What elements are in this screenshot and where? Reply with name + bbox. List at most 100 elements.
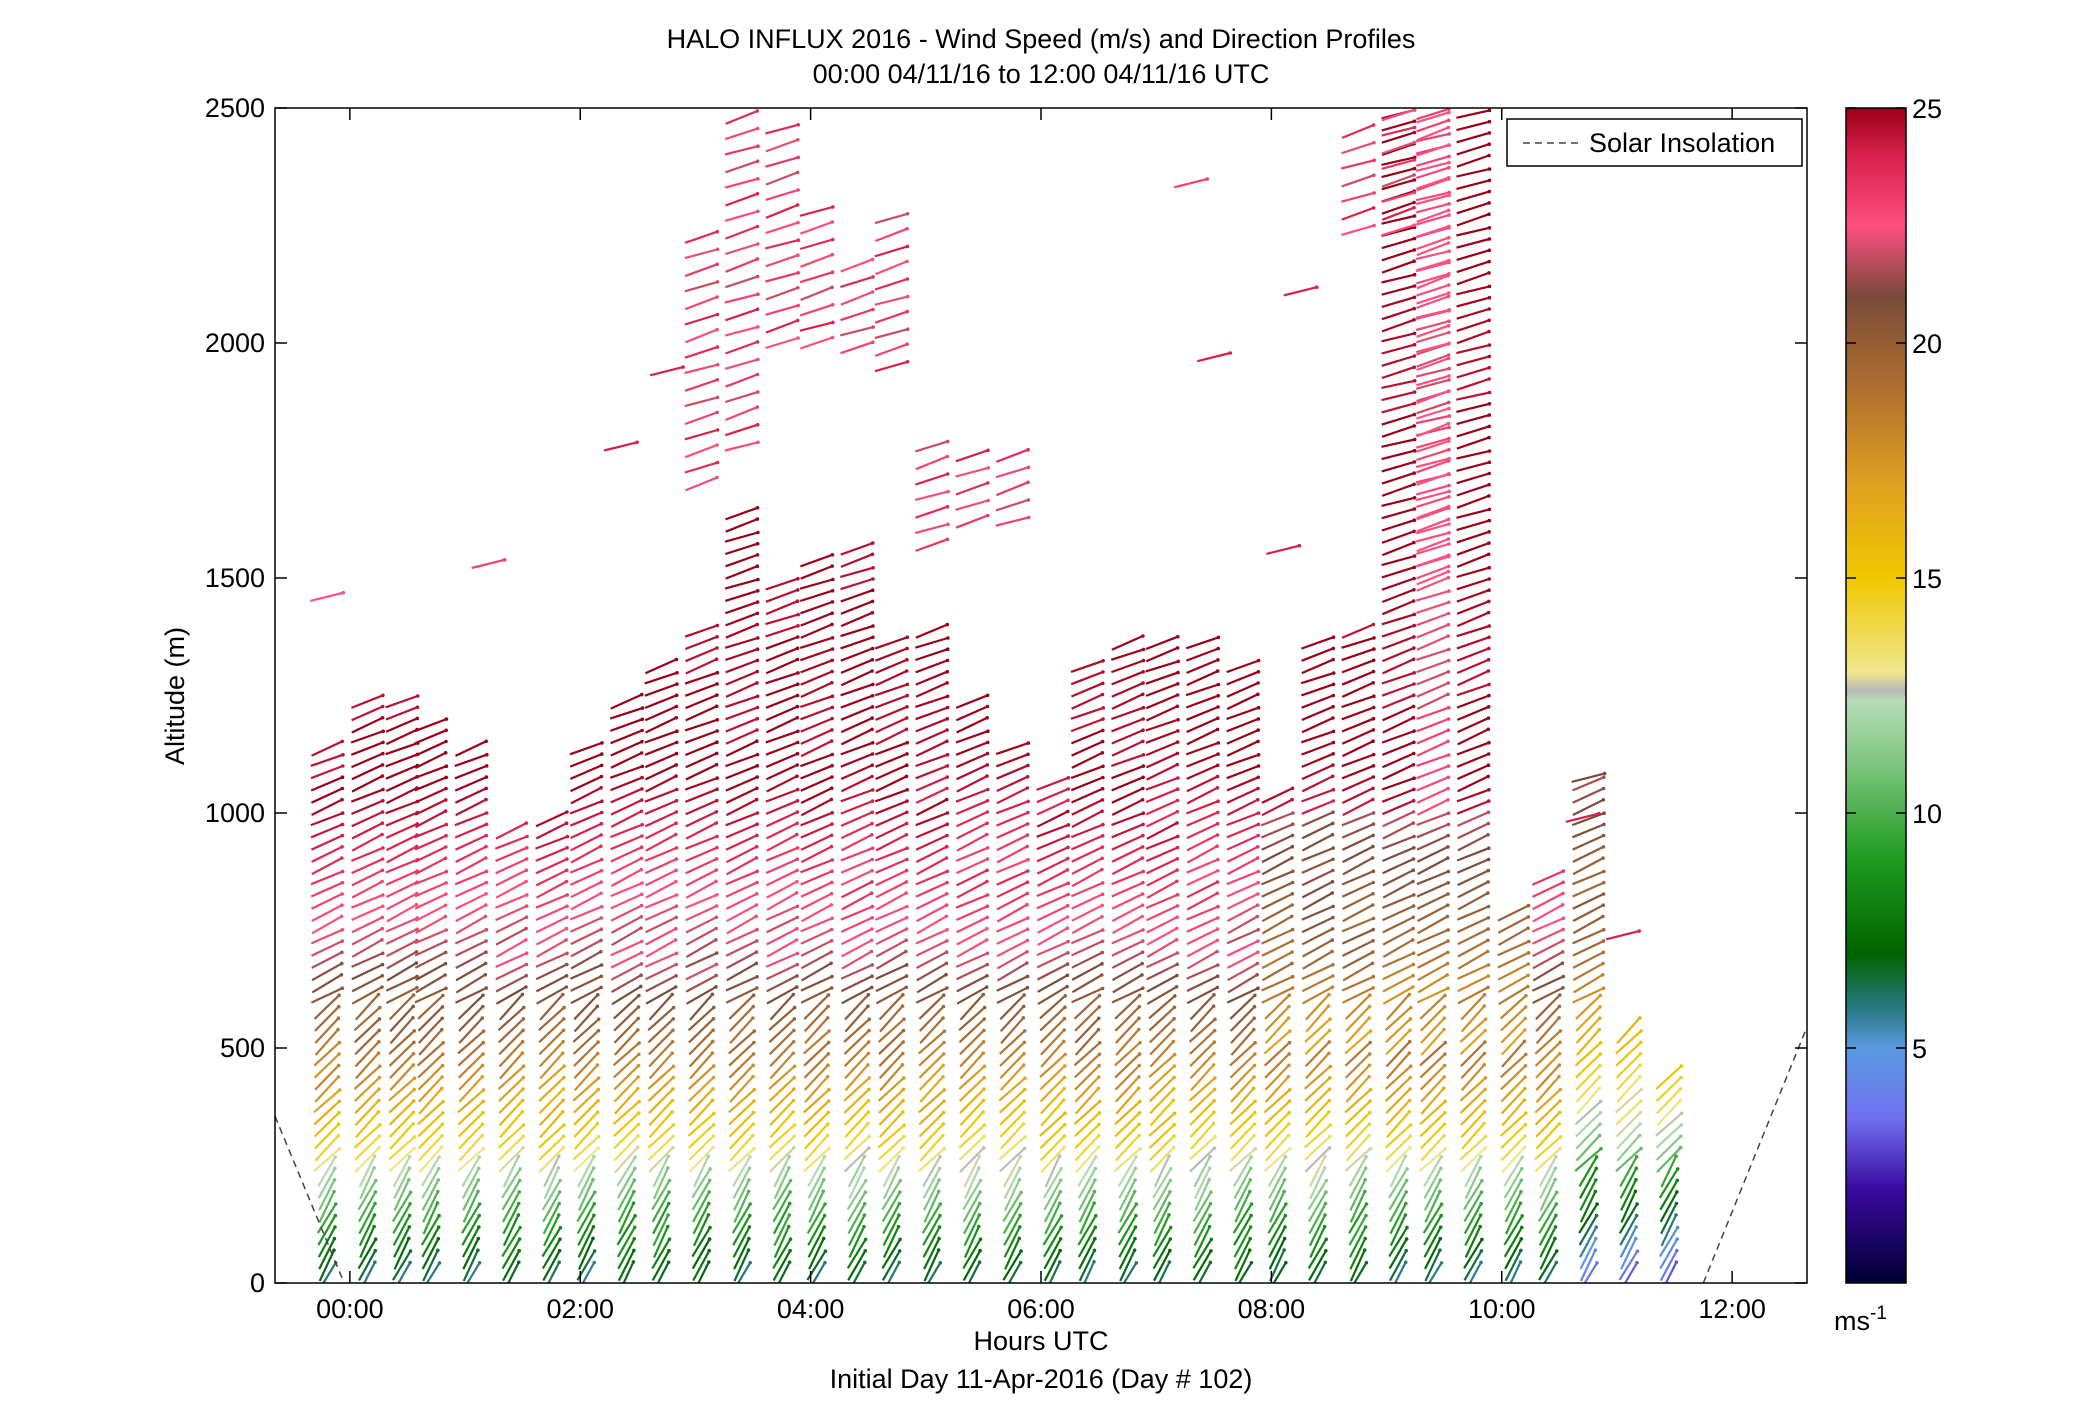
wind-barb-tip bbox=[1487, 635, 1491, 640]
wind-barb-tip bbox=[1487, 624, 1491, 628]
wind-barb bbox=[768, 1076, 795, 1102]
wind-barb bbox=[1079, 1202, 1096, 1235]
wind-barb bbox=[1301, 647, 1334, 662]
wind-barb-tip bbox=[867, 1134, 871, 1139]
wind-barb-tip bbox=[1216, 810, 1220, 815]
wind-barb bbox=[1303, 1124, 1331, 1149]
wind-barb-tip bbox=[1097, 1099, 1102, 1104]
wind-barb-tip bbox=[408, 1190, 413, 1195]
wind-barb bbox=[808, 1190, 825, 1223]
chart-title: HALO INFLUX 2016 - Wind Speed (m/s) and … bbox=[667, 24, 1416, 54]
wind-barb bbox=[1659, 1250, 1678, 1282]
wind-barb bbox=[647, 1076, 674, 1102]
wind-barb-tip bbox=[631, 1201, 636, 1205]
wind-barb bbox=[1457, 986, 1489, 1005]
wind-barb-tip bbox=[706, 1213, 711, 1217]
wind-barb-tip bbox=[795, 915, 799, 920]
wind-barb-tip bbox=[637, 993, 641, 998]
wind-barb bbox=[999, 1111, 1025, 1138]
wind-barb-tip bbox=[871, 275, 875, 279]
wind-barb-tip bbox=[440, 1027, 444, 1032]
wind-barb bbox=[999, 1100, 1026, 1126]
wind-barb-tip bbox=[905, 657, 909, 662]
wind-barb-tip bbox=[639, 798, 644, 802]
wind-barb bbox=[393, 1237, 410, 1270]
wind-barb-tip bbox=[1412, 155, 1417, 160]
wind-barb-tip bbox=[484, 950, 488, 954]
wind-barb bbox=[1385, 1099, 1411, 1127]
wind-barb-tip bbox=[1558, 1146, 1563, 1151]
wind-barb-tip bbox=[751, 1052, 756, 1056]
wind-barb bbox=[963, 1202, 981, 1235]
wind-barb-tip bbox=[444, 822, 449, 827]
wind-barb-tip bbox=[712, 1005, 716, 1010]
wind-barb bbox=[609, 765, 643, 779]
wind-barb bbox=[765, 203, 799, 219]
wind-barb-tip bbox=[870, 658, 875, 662]
wind-barb bbox=[1077, 1167, 1097, 1199]
wind-barb-tip bbox=[1287, 1063, 1291, 1068]
wind-barb-tip bbox=[1327, 992, 1331, 997]
wind-barb bbox=[609, 718, 643, 732]
wind-barb bbox=[1381, 635, 1415, 650]
wind-barb bbox=[1226, 834, 1259, 851]
wind-barb bbox=[1384, 1006, 1412, 1032]
wind-barb bbox=[875, 892, 907, 911]
wind-barb bbox=[840, 636, 874, 650]
wind-barb bbox=[616, 1168, 636, 1199]
wind-barb bbox=[455, 973, 486, 994]
wind-barb bbox=[1226, 764, 1259, 780]
wind-barb-tip bbox=[377, 1145, 381, 1150]
wind-barb-tip bbox=[636, 1075, 640, 1079]
wind-barb-tip bbox=[1097, 1052, 1102, 1056]
wind-barb bbox=[359, 1167, 376, 1200]
wind-barb bbox=[915, 870, 948, 886]
wind-barb-tip bbox=[715, 410, 719, 415]
wind-barb-tip bbox=[795, 868, 799, 873]
wind-barb-tip bbox=[1487, 248, 1492, 253]
wind-barb bbox=[685, 952, 718, 969]
wind-barb-tip bbox=[336, 1027, 340, 1032]
wind-barb-tip bbox=[557, 1260, 561, 1264]
wind-barb-tip bbox=[1560, 950, 1565, 954]
wind-barb bbox=[414, 881, 447, 898]
wind-barb-tip bbox=[380, 704, 385, 709]
wind-barb bbox=[684, 461, 718, 474]
wind-barb bbox=[729, 1123, 754, 1150]
wind-barb-tip bbox=[480, 1063, 485, 1068]
wind-barb-tip bbox=[1412, 646, 1416, 650]
wind-barb bbox=[310, 881, 343, 898]
wind-barb bbox=[996, 917, 1029, 933]
wind-barb bbox=[1301, 717, 1334, 734]
wind-barb-tip bbox=[1519, 1237, 1524, 1241]
wind-barb-tip bbox=[439, 1145, 444, 1149]
wind-barb-tip bbox=[1215, 938, 1220, 943]
wind-barb bbox=[1416, 570, 1449, 586]
wind-barb bbox=[455, 915, 487, 935]
wind-barb bbox=[724, 325, 759, 337]
wind-barb bbox=[461, 1156, 481, 1187]
wind-barb-tip bbox=[1100, 798, 1105, 802]
wind-barb bbox=[922, 1167, 941, 1199]
wind-barb-tip bbox=[380, 962, 385, 967]
wind-barb-tip bbox=[787, 1201, 792, 1206]
wind-barb-tip bbox=[711, 1134, 716, 1138]
wind-barb bbox=[1420, 1087, 1445, 1115]
wind-barb-tip bbox=[1412, 166, 1417, 171]
wind-barb-tip bbox=[639, 809, 644, 814]
wind-barb-tip bbox=[1485, 949, 1490, 954]
wind-barb-tip bbox=[936, 1248, 941, 1252]
x-axis-ticks: 00:00 02:00 04:00 06:00 08:00 10:00 12:00 bbox=[316, 108, 1766, 1324]
wind-barb-tip bbox=[1018, 1225, 1022, 1229]
wind-barb bbox=[800, 951, 832, 970]
wind-barb-tip bbox=[373, 1201, 377, 1206]
wind-barb bbox=[1188, 1077, 1216, 1102]
wind-barb-tip bbox=[1065, 962, 1070, 966]
wind-barb bbox=[840, 858, 873, 874]
wind-barb-tip bbox=[1411, 763, 1416, 767]
wind-barb bbox=[962, 1250, 982, 1282]
wind-barb-tip bbox=[407, 1213, 412, 1218]
wind-barb bbox=[769, 1052, 795, 1080]
wind-barb-tip bbox=[896, 1224, 901, 1229]
wind-barb-tip bbox=[985, 915, 989, 920]
